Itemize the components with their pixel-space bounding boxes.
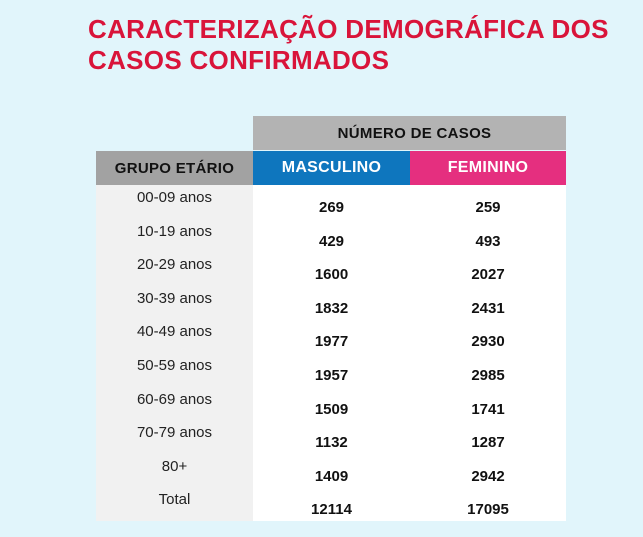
age-cell: 80+ [161,457,188,475]
male-count-cell: 1832 [314,299,349,317]
male-count-cell: 1600 [314,266,349,284]
female-count-cell: 1741 [471,400,505,418]
female-count-cell: 1287 [471,434,505,452]
table-row: 80+ 1409 2942 [96,454,566,488]
age-cell: Total [158,491,191,509]
female-count-cell: 493 [475,232,501,250]
female-count-cell: 2930 [471,333,505,351]
female-count-cell: 2431 [471,299,505,317]
page-title: CARACTERIZAÇÃO DEMOGRÁFICA DOS CASOS CON… [88,14,628,76]
table-row: 30-39 anos 1832 2431 [96,286,566,320]
age-column-background [96,185,253,521]
female-count-cell: 2942 [471,467,505,485]
table-row: 50-59 anos 1957 2985 [96,353,566,387]
age-cell: 30-39 anos [136,289,213,307]
values-column-background [253,185,566,521]
title-line-2: CASOS CONFIRMADOS [88,45,390,75]
table-row: Total 12114 17095 [96,487,566,521]
male-count-cell: 1132 [315,434,348,452]
age-cell: 60-69 anos [136,390,213,408]
table-row: 00-09 anos 269 259 [96,185,566,219]
cases-group-header: NÚMERO DE CASOS [253,116,566,150]
age-cell: 70-79 anos [136,424,213,442]
table-row: 70-79 anos 1132 1287 [96,420,566,454]
male-count-cell: 1957 [314,366,349,384]
age-cell: 00-09 anos [136,189,213,206]
female-count-cell: 2027 [471,266,505,284]
female-header: FEMININO [410,151,566,185]
age-cell: 40-49 anos [136,323,213,341]
male-count-cell: 12114 [311,501,352,519]
male-count-cell: 429 [318,232,345,250]
age-cell: 50-59 anos [136,356,213,374]
table-body: 00-09 anos 269 259 10-19 anos 429 493 20-29 an… [96,185,566,521]
table-row: 20-29 anos 1600 2027 [96,252,566,286]
table-row: 10-19 anos 429 493 [96,219,566,253]
male-count-cell: 269 [318,199,345,216]
age-group-header: GRUPO ETÁRIO [96,151,253,185]
age-cell: 10-19 anos [136,222,213,240]
female-count-cell: 2985 [471,366,505,384]
title-line-1: CARACTERIZAÇÃO DEMOGRÁFICA DOS [88,14,609,44]
age-cell: 20-29 anos [136,256,213,274]
male-count-cell: 1509 [314,400,349,418]
male-count-cell: 1409 [314,467,349,485]
female-count-cell: 17095 [467,501,509,519]
table-row: 40-49 anos 1977 2930 [96,319,566,353]
male-count-cell: 1977 [314,333,349,351]
table-row: 60-69 anos 1509 1741 [96,387,566,421]
male-header: MASCULINO [253,151,410,185]
female-count-cell: 259 [475,199,501,216]
